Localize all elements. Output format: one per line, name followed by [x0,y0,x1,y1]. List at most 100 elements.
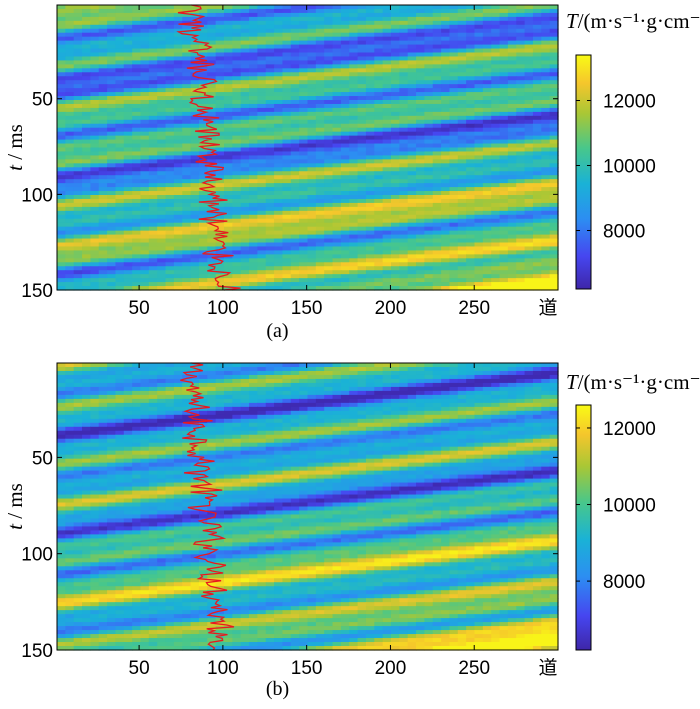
heatmap-cell [107,80,117,85]
heatmap-cell [282,171,292,176]
heatmap-cell [416,195,425,200]
heatmap-cell [157,123,167,129]
heatmap-cell [107,246,117,252]
heatmap-cell [132,60,142,65]
heatmap-cell [148,390,158,396]
heatmap-cell [90,374,100,380]
heatmap-cell [257,195,267,200]
heatmap-cell [140,88,150,93]
heatmap-cell [107,175,117,180]
heatmap-cell [215,20,225,26]
heatmap-cell [73,36,83,42]
heatmap-cell [374,398,384,404]
heatmap-cell [265,242,275,248]
heatmap-cell [357,96,367,101]
heatmap-cell [457,250,467,255]
heatmap-cell [157,56,167,62]
heatmap-cell [98,206,108,212]
heatmap-cell [140,167,150,172]
heatmap-cell [424,107,434,113]
heatmap-cell [82,56,91,62]
heatmap-cell [82,262,91,267]
panel-label: (a) [266,320,288,342]
heatmap-cell [82,171,91,176]
colorbar-tick-label: 12000 [603,92,656,113]
heatmap-cell [207,167,217,172]
heatmap-cell [491,390,501,396]
heatmap-cell [457,242,467,248]
heatmap-cell [374,282,384,287]
heatmap-cell [340,147,350,153]
heatmap-cell [332,111,342,117]
heatmap-cell [173,163,183,168]
heatmap-cell [391,48,400,54]
heatmap-cell [148,131,158,137]
heatmap-cell [524,119,534,125]
heatmap-cell [532,195,542,200]
heatmap-cell [441,394,451,400]
heatmap-cell [232,262,242,267]
heatmap-cell [516,115,526,121]
heatmap-cell [499,390,509,396]
heatmap-cell [173,370,183,376]
heatmap-cell [207,88,217,93]
heatmap-cell [107,363,117,368]
heatmap-cell [240,115,250,121]
heatmap-cell [441,378,451,384]
heatmap-cell [90,119,100,125]
heatmap-cell [374,111,384,117]
heatmap-cell [516,159,526,164]
heatmap-cell [198,374,208,380]
heatmap-cell [249,115,258,121]
heatmap-cell [98,254,108,259]
heatmap-cell [157,127,167,133]
heatmap-cell [240,20,250,26]
heatmap-cell [232,171,242,176]
heatmap-cell [57,370,66,376]
heatmap-cell [549,44,559,50]
heatmap-cell [299,214,309,220]
heatmap-cell [507,175,517,180]
heatmap-cell [349,282,359,287]
heatmap-cell [140,36,150,42]
heatmap-cell [516,226,526,232]
heatmap-cell [249,366,258,372]
heatmap-cell [516,286,526,291]
heatmap-cell [90,402,100,408]
heatmap-cell [549,386,559,392]
heatmap-cell [148,155,158,160]
heatmap-cell [182,111,192,117]
heatmap-cell [57,222,66,228]
heatmap-cell [357,278,367,283]
heatmap-cell [532,230,542,236]
heatmap-cell [424,222,434,228]
heatmap-cell [457,390,467,396]
heatmap-cell [224,20,233,26]
heatmap-cell [416,206,425,212]
heatmap-cell [507,258,517,263]
heatmap-cell [115,163,125,168]
heatmap-cell [265,254,275,259]
heatmap-cell [215,107,225,113]
heatmap-cell [65,366,75,372]
heatmap-cell [416,107,425,113]
heatmap-cell [290,56,300,62]
heatmap-cell [123,24,133,30]
heatmap-cell [424,131,434,137]
heatmap-cell [382,167,392,172]
heatmap-cell [90,8,100,14]
heatmap-cell [165,103,175,109]
heatmap-cell [115,80,125,85]
heatmap-cell [407,143,417,149]
heatmap-cell [165,210,175,216]
heatmap-cell [524,386,534,392]
heatmap-cell [90,100,100,105]
heatmap-cell [207,155,217,160]
heatmap-cell [340,143,350,149]
heatmap-cell [98,274,108,279]
heatmap-cell [516,12,526,18]
heatmap-cell [65,107,75,113]
heatmap-cell [257,92,267,97]
heatmap-cell [499,135,509,141]
heatmap-cell [349,44,359,50]
